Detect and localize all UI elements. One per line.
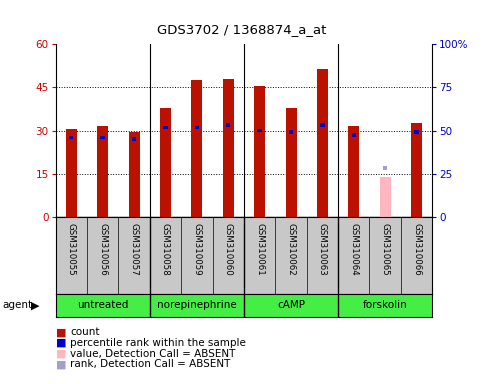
- Text: GSM310066: GSM310066: [412, 223, 421, 276]
- Text: ▶: ▶: [31, 300, 40, 310]
- Text: count: count: [70, 327, 99, 337]
- Text: GSM310063: GSM310063: [318, 223, 327, 276]
- Bar: [132, 137, 136, 141]
- Text: ■: ■: [56, 327, 66, 337]
- Bar: [223, 79, 234, 217]
- Text: GSM310062: GSM310062: [286, 223, 296, 276]
- Bar: [320, 123, 325, 127]
- Text: agent: agent: [2, 300, 32, 310]
- Bar: [352, 133, 356, 137]
- Text: ■: ■: [56, 338, 66, 348]
- Text: GSM310055: GSM310055: [67, 223, 76, 276]
- Text: GSM310060: GSM310060: [224, 223, 233, 276]
- Text: GSM310057: GSM310057: [129, 223, 139, 276]
- Bar: [226, 123, 230, 127]
- Text: GSM310065: GSM310065: [381, 223, 390, 276]
- Text: value, Detection Call = ABSENT: value, Detection Call = ABSENT: [70, 349, 235, 359]
- Bar: [66, 129, 77, 217]
- Bar: [160, 108, 171, 217]
- Bar: [317, 69, 328, 217]
- Bar: [380, 177, 391, 217]
- Bar: [285, 108, 297, 217]
- Bar: [100, 136, 105, 139]
- Text: cAMP: cAMP: [277, 300, 305, 310]
- Bar: [97, 126, 108, 217]
- Bar: [414, 130, 419, 134]
- Bar: [163, 126, 168, 129]
- Text: norepinephrine: norepinephrine: [157, 300, 237, 310]
- Text: ■: ■: [56, 349, 66, 359]
- Bar: [195, 126, 199, 129]
- Text: GSM310058: GSM310058: [161, 223, 170, 276]
- Bar: [191, 80, 202, 217]
- Bar: [289, 130, 293, 134]
- Text: GSM310064: GSM310064: [349, 223, 358, 276]
- Text: ■: ■: [56, 359, 66, 369]
- Bar: [411, 123, 422, 217]
- Text: GSM310061: GSM310061: [255, 223, 264, 276]
- Text: percentile rank within the sample: percentile rank within the sample: [70, 338, 246, 348]
- Text: GSM310056: GSM310056: [98, 223, 107, 276]
- Text: GDS3702 / 1368874_a_at: GDS3702 / 1368874_a_at: [157, 23, 326, 36]
- Bar: [69, 136, 73, 139]
- Text: untreated: untreated: [77, 300, 128, 310]
- Text: GSM310059: GSM310059: [192, 223, 201, 276]
- Bar: [257, 129, 262, 132]
- Bar: [383, 166, 387, 170]
- Bar: [348, 126, 359, 217]
- Bar: [254, 86, 265, 217]
- Text: forskolin: forskolin: [363, 300, 408, 310]
- Text: rank, Detection Call = ABSENT: rank, Detection Call = ABSENT: [70, 359, 230, 369]
- Bar: [128, 132, 140, 217]
